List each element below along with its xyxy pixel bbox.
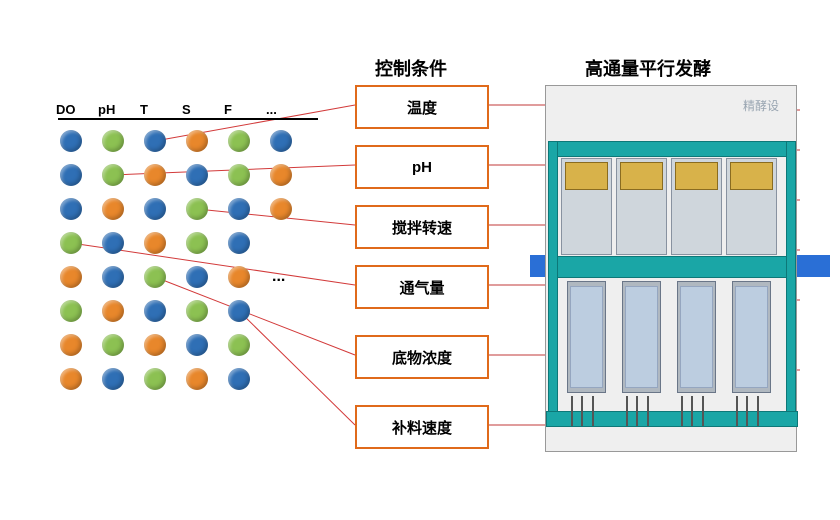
condition-label: pH <box>412 159 432 176</box>
matrix-dot <box>186 164 208 186</box>
equipment-label: 精酵设 <box>743 97 779 114</box>
condition-box: 搅拌转速 <box>355 205 489 249</box>
matrix-underline <box>58 118 318 120</box>
equip-vessel-top <box>730 162 773 190</box>
equip-probe <box>647 396 649 426</box>
equip-probe <box>626 396 628 426</box>
equip-vessel-top <box>620 162 663 190</box>
matrix-dot <box>186 130 208 152</box>
condition-label: 搅拌转速 <box>392 217 452 238</box>
condition-box: 补料速度 <box>355 405 489 449</box>
matrix-dot <box>60 300 82 322</box>
matrix-dot <box>186 198 208 220</box>
condition-label: 补料速度 <box>392 417 452 438</box>
condition-label: 底物浓度 <box>392 347 452 368</box>
matrix-dot <box>102 266 124 288</box>
matrix-dot <box>102 368 124 390</box>
equip-vessel-top <box>675 162 718 190</box>
matrix-dot <box>102 334 124 356</box>
condition-box: pH <box>355 145 489 189</box>
matrix-dot <box>228 164 250 186</box>
matrix-dot <box>270 164 292 186</box>
equip-probe <box>691 396 693 426</box>
matrix-dot <box>228 130 250 152</box>
equip-probe <box>636 396 638 426</box>
equip-base <box>786 141 796 418</box>
matrix-dot <box>144 368 166 390</box>
matrix-dot <box>144 164 166 186</box>
conditions-title: 控制条件 <box>375 55 447 81</box>
matrix-dot <box>228 334 250 356</box>
matrix-dot <box>60 334 82 356</box>
matrix-dot <box>60 130 82 152</box>
equip-glass <box>680 286 713 388</box>
matrix-dot <box>60 232 82 254</box>
matrix-dot <box>270 130 292 152</box>
matrix-dot <box>228 232 250 254</box>
matrix-dot <box>60 368 82 390</box>
diagram-root: 控制条件 高通量平行发酵 DO pH T S F...... 温度 pH 搅拌转速通气量底物… <box>0 0 840 520</box>
matrix-dot <box>102 300 124 322</box>
matrix-dot <box>186 300 208 322</box>
equip-probe <box>757 396 759 426</box>
equip-probe <box>581 396 583 426</box>
matrix-dot <box>228 198 250 220</box>
matrix-dot <box>144 334 166 356</box>
equip-probe <box>746 396 748 426</box>
matrix-dot <box>186 368 208 390</box>
equip-glass <box>735 286 768 388</box>
matrix-header: F <box>224 102 232 117</box>
equip-base <box>548 141 558 418</box>
equip-probe <box>736 396 738 426</box>
matrix-dot <box>60 266 82 288</box>
matrix-dot <box>270 198 292 220</box>
equip-vessel-top <box>565 162 608 190</box>
condition-box: 温度 <box>355 85 489 129</box>
matrix-dot <box>186 232 208 254</box>
equip-glass <box>625 286 658 388</box>
matrix-dot <box>228 368 250 390</box>
matrix-dot <box>186 334 208 356</box>
matrix-dot <box>102 130 124 152</box>
equip-foot <box>546 411 798 427</box>
condition-label: 温度 <box>407 97 437 118</box>
equipment-panel: 精酵设 <box>545 85 797 452</box>
matrix-dot <box>102 198 124 220</box>
matrix-dot <box>102 164 124 186</box>
matrix-dot <box>144 130 166 152</box>
matrix-dot <box>60 198 82 220</box>
matrix-dot <box>144 266 166 288</box>
equip-probe <box>592 396 594 426</box>
matrix-header: ... <box>266 102 277 117</box>
equip-shelf <box>554 141 790 157</box>
equip-shelf <box>554 256 790 278</box>
matrix-dot <box>228 300 250 322</box>
equip-probe <box>681 396 683 426</box>
matrix-ellipsis: ... <box>272 268 285 286</box>
matrix-header: T <box>140 102 148 117</box>
matrix-dot <box>144 300 166 322</box>
equip-glass <box>570 286 603 388</box>
equipment-title: 高通量平行发酵 <box>585 55 711 81</box>
matrix-dot <box>186 266 208 288</box>
matrix-dot <box>144 232 166 254</box>
matrix-header: pH <box>98 102 115 117</box>
matrix-header: DO <box>56 102 76 117</box>
matrix-dot <box>144 198 166 220</box>
matrix-dot <box>60 164 82 186</box>
condition-box: 通气量 <box>355 265 489 309</box>
equip-probe <box>702 396 704 426</box>
matrix-header: S <box>182 102 191 117</box>
matrix-dot <box>228 266 250 288</box>
condition-box: 底物浓度 <box>355 335 489 379</box>
equip-probe <box>571 396 573 426</box>
matrix-dot <box>102 232 124 254</box>
condition-label: 通气量 <box>399 277 444 298</box>
